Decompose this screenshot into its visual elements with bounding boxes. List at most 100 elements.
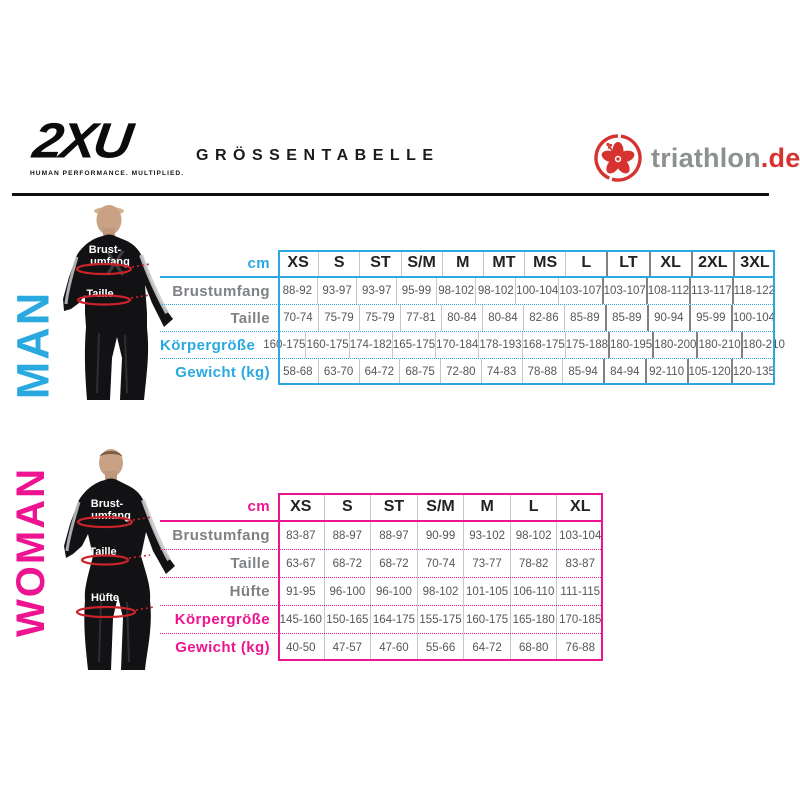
- table-row: Brustumfang 88-92 93-97 93-97 95-99 98-102 98-…: [160, 278, 775, 305]
- size-cell: 68-72: [323, 550, 371, 577]
- table-row: Körpergröße 160-175 160-175 174-182 165-175 1…: [160, 332, 785, 359]
- size-cell: 91-95: [286, 585, 316, 598]
- row-label: Körpergröße: [174, 611, 270, 628]
- partner-logo: triathlon.de: [592, 132, 800, 184]
- size-cell: 175-188: [564, 332, 608, 358]
- size-column-header: ST: [359, 250, 400, 276]
- size-column-header: L: [565, 250, 606, 276]
- size-cell: 80-84: [481, 305, 523, 331]
- woman-head: [99, 449, 123, 477]
- size-cell: 98-102: [435, 278, 476, 304]
- man-chest-measure-ellipse: [75, 262, 133, 276]
- size-cell: 78-88: [521, 359, 563, 385]
- size-cell: 103-107: [601, 278, 646, 304]
- woman-hip-label: Hüfte: [91, 592, 119, 604]
- size-column-header: S/M: [416, 493, 464, 520]
- size-column-header: LT: [606, 250, 648, 276]
- size-cell: 93-97: [316, 278, 357, 304]
- table-header-row: cm XS S ST S/M M L XL: [160, 493, 603, 522]
- size-column-header: M: [463, 493, 510, 520]
- size-cell: 68-75: [399, 359, 440, 385]
- woman-hip-measure-ellipse: [75, 605, 137, 619]
- size-cell: 165-180: [509, 606, 557, 633]
- size-cell: 93-97: [356, 278, 396, 304]
- size-cell: 180-195: [608, 332, 652, 358]
- size-column-header: XS: [290, 497, 312, 515]
- size-cell: 90-99: [416, 522, 464, 549]
- size-cell: 85-94: [562, 359, 603, 385]
- size-cell: 160-175: [263, 339, 306, 351]
- size-cell: 68-80: [509, 634, 557, 661]
- size-cell: 75-79: [317, 305, 359, 331]
- size-cell: 77-81: [399, 305, 441, 331]
- size-cell: 150-165: [323, 606, 371, 633]
- size-cell: 103-107: [558, 278, 602, 304]
- unit-label: cm: [247, 254, 270, 272]
- size-cell: 95-99: [688, 305, 731, 331]
- size-column-header: XL: [556, 493, 603, 520]
- man-head: [96, 205, 122, 235]
- header-divider: [12, 193, 769, 196]
- unit-label: cm: [247, 498, 270, 515]
- size-cell: 108-112: [645, 278, 689, 304]
- size-cell: 118-122: [731, 278, 775, 304]
- size-cell: 90-94: [646, 305, 689, 331]
- size-column-header: S: [318, 250, 359, 276]
- size-cell: 93-102: [463, 522, 510, 549]
- size-column-header: MT: [482, 250, 524, 276]
- man-wetsuit-figure: Brust- umfang Taille: [63, 205, 173, 400]
- woman-section-label: WOMAN: [9, 467, 53, 637]
- row-label: Brustumfang: [172, 527, 270, 544]
- size-cell: 83-87: [286, 529, 316, 542]
- size-column-header: S/M: [400, 250, 442, 276]
- size-cell: 100-104: [515, 278, 558, 304]
- size-column-header: MS: [524, 250, 565, 276]
- table-row: Gewicht (kg) 58-68 63-70 64-72 68-75 72-80 74-…: [160, 359, 775, 385]
- size-cell: 105-120: [686, 359, 731, 385]
- size-cell: 98-102: [475, 278, 515, 304]
- size-cell: 103-104: [556, 522, 603, 549]
- size-cell: 68-72: [370, 550, 417, 577]
- size-cell: 101-105: [463, 578, 510, 605]
- size-cell: 82-86: [522, 305, 564, 331]
- size-cell: 160-175: [463, 606, 510, 633]
- row-label: Taille: [230, 309, 270, 327]
- size-cell: 72-80: [440, 359, 481, 385]
- size-cell: 88-97: [370, 522, 417, 549]
- size-column-header: XL: [648, 250, 691, 276]
- size-cell: 78-82: [509, 550, 557, 577]
- woman-hip-leader-line: [135, 606, 155, 611]
- size-cell: 96-100: [370, 578, 417, 605]
- row-label: Gewicht (kg): [175, 639, 270, 656]
- table-row: Gewicht (kg) 40-50 47-57 47-60 55-66 64-72 68-…: [160, 634, 603, 661]
- size-cell: 178-193: [478, 332, 522, 358]
- table-row: Körpergröße 145-160 150-165 164-175 155-175 1…: [160, 606, 603, 634]
- size-cell: 64-72: [358, 359, 400, 385]
- size-cell: 98-102: [416, 578, 464, 605]
- size-column-header: L: [509, 493, 557, 520]
- woman-chest-measure-ellipse: [76, 515, 134, 529]
- size-cell: 111-115: [556, 578, 603, 605]
- size-cell: 58-68: [283, 366, 313, 378]
- table-row: Brustumfang 83-87 88-97 88-97 90-99 93-102 98-…: [160, 522, 603, 550]
- size-cell: 120-135: [730, 359, 775, 385]
- size-cell: 98-102: [509, 522, 557, 549]
- man-waist-leader-line: [130, 294, 151, 299]
- size-cell: 155-175: [416, 606, 464, 633]
- size-cell: 100-104: [730, 305, 775, 331]
- size-cell: 180-200: [652, 332, 696, 358]
- size-cell: 47-60: [370, 634, 417, 661]
- table-row: Taille 70-74 75-79 75-79 77-81 80-84 80-84 82-8…: [160, 305, 775, 332]
- row-label: Gewicht (kg): [175, 363, 270, 381]
- size-column-header: 3XL: [732, 250, 775, 276]
- size-column-header: XS: [287, 254, 309, 271]
- size-column-header: ST: [370, 493, 417, 520]
- size-column-header: S: [323, 493, 371, 520]
- size-cell: 63-70: [317, 359, 359, 385]
- size-cell: 88-97: [323, 522, 371, 549]
- hibiscus-flower-icon: [594, 134, 642, 182]
- size-cell: 73-77: [463, 550, 510, 577]
- brand-logo-2xu: 2XU: [29, 113, 134, 169]
- man-chest-label-line1: Brust-: [89, 244, 122, 256]
- man-waist-measure-ellipse: [76, 294, 132, 306]
